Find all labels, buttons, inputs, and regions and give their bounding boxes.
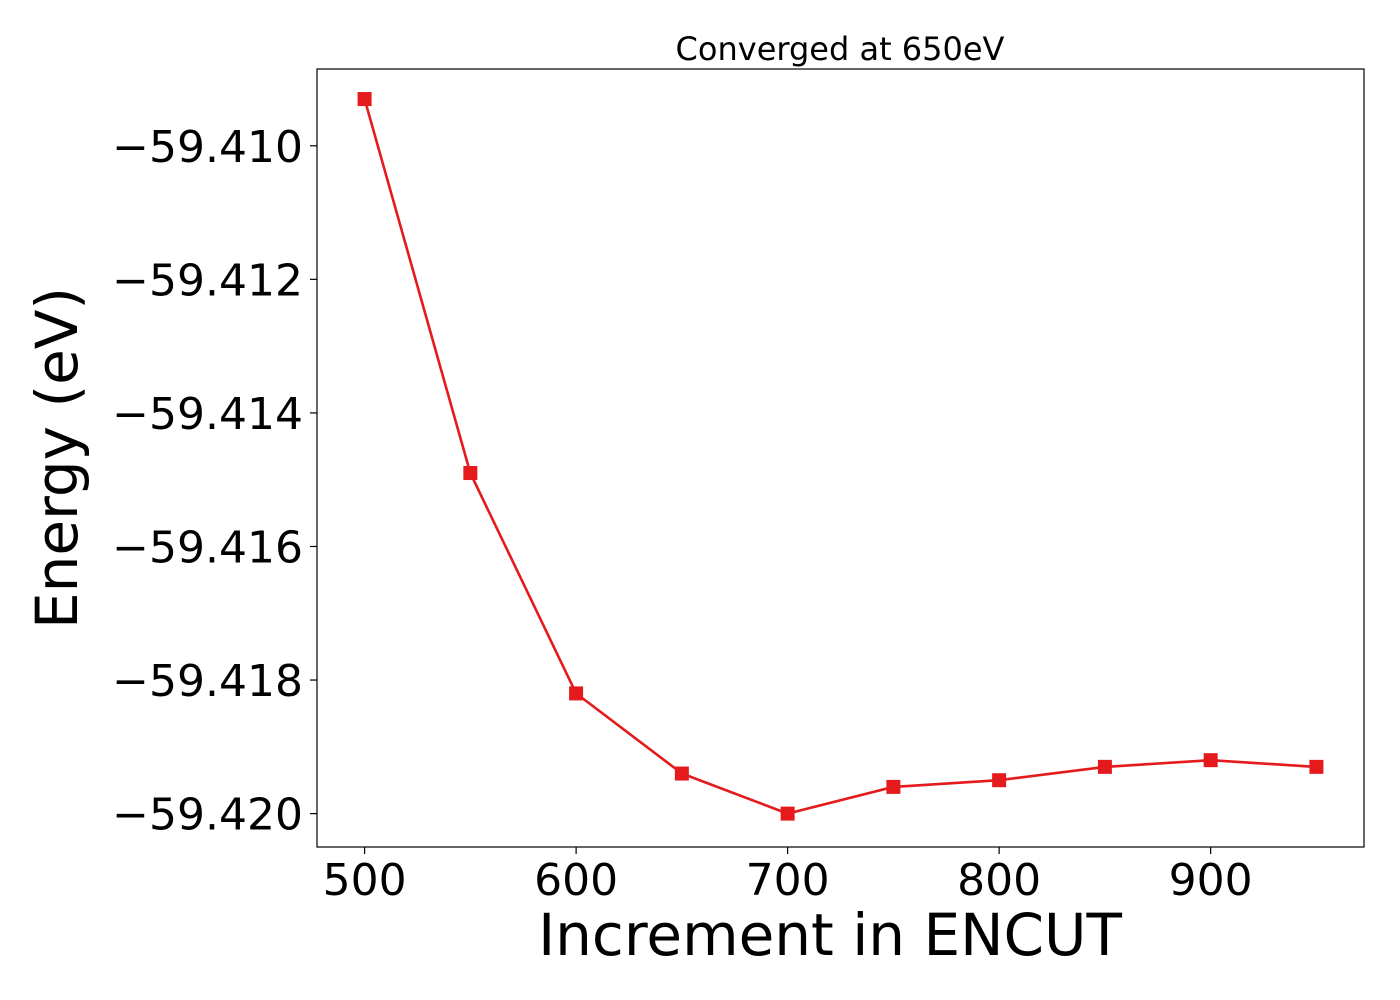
plot-layer	[357, 92, 1324, 821]
y-tick-label: −59.418	[112, 656, 303, 707]
axis-ticks: 500 600 700 800 900 −59.410 −59.412 −59.414 −59.…	[112, 122, 1252, 906]
x-axis-title: Increment in ENCUT	[538, 901, 1122, 969]
data-point	[463, 466, 478, 481]
y-tick-label: −59.410	[112, 122, 303, 173]
data-point	[357, 92, 372, 107]
y-tick-label: −59.412	[112, 255, 303, 306]
data-point	[992, 773, 1007, 788]
data-point	[1309, 759, 1324, 774]
x-tick-label: 700	[746, 855, 830, 906]
data-point	[674, 766, 689, 781]
x-tick-label: 500	[323, 855, 407, 906]
y-tick-label: −59.414	[112, 389, 303, 440]
plot-area	[316, 68, 1365, 848]
data-point	[1203, 753, 1218, 768]
y-tick-label: −59.416	[112, 522, 303, 573]
x-tick-label: 800	[957, 855, 1041, 906]
x-tick-label: 600	[534, 855, 618, 906]
series-line	[363, 98, 1317, 815]
data-point	[886, 779, 901, 794]
x-tick-label: 900	[1169, 855, 1253, 906]
data-point	[569, 686, 584, 701]
y-tick-label: −59.420	[112, 790, 303, 841]
chart-title: Converged at 650eV	[676, 30, 1005, 68]
y-axis-title: Energy (eV)	[23, 287, 91, 629]
data-point	[780, 806, 795, 821]
data-point	[1097, 759, 1112, 774]
